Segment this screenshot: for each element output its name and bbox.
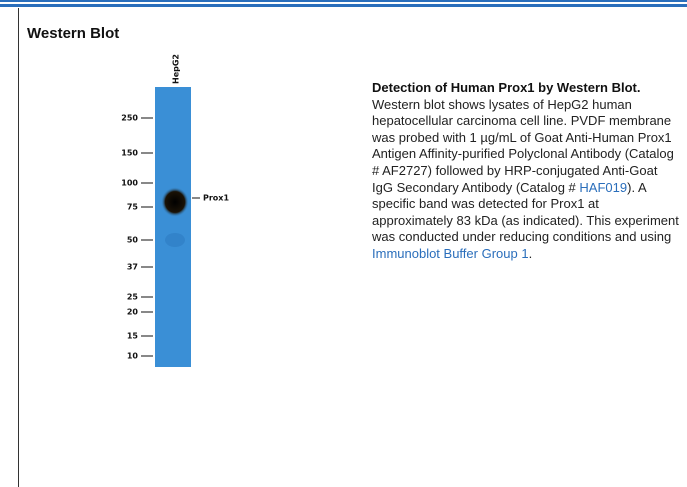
top-rule [0,0,687,2]
marker-label: 15 [127,332,139,341]
section-title: Western Blot [27,25,119,42]
marker-label: 10 [127,352,139,361]
catalog-link[interactable]: HAF019 [579,180,627,195]
caption: Detection of Human Prox1 by Western Blot… [372,80,680,263]
marker-label: 37 [127,263,138,272]
blot-figure: HepG2 250 150 100 75 50 37 25 20 15 10 Prox1 [0,50,360,450]
caption-text: . [529,246,533,261]
marker-label: 250 [121,114,138,123]
marker-label: 100 [121,179,138,188]
band-label: Prox1 [203,194,229,203]
marker-label: 25 [127,293,139,302]
top-rule [0,4,687,7]
marker-label: 150 [121,149,138,158]
marker-label: 50 [127,236,139,245]
blot-lane [155,87,191,367]
blot-band [161,187,189,217]
lane-label: HepG2 [172,54,181,84]
buffer-link[interactable]: Immunoblot Buffer Group 1 [372,246,529,261]
page: Western Blot HepG2 250 150 100 75 50 37 25 20 15… [0,0,687,487]
marker-label: 75 [127,203,139,212]
caption-title: Detection of Human Prox1 by Western Blot… [372,80,640,95]
blot-smear [165,233,185,247]
marker-label: 20 [127,308,139,317]
